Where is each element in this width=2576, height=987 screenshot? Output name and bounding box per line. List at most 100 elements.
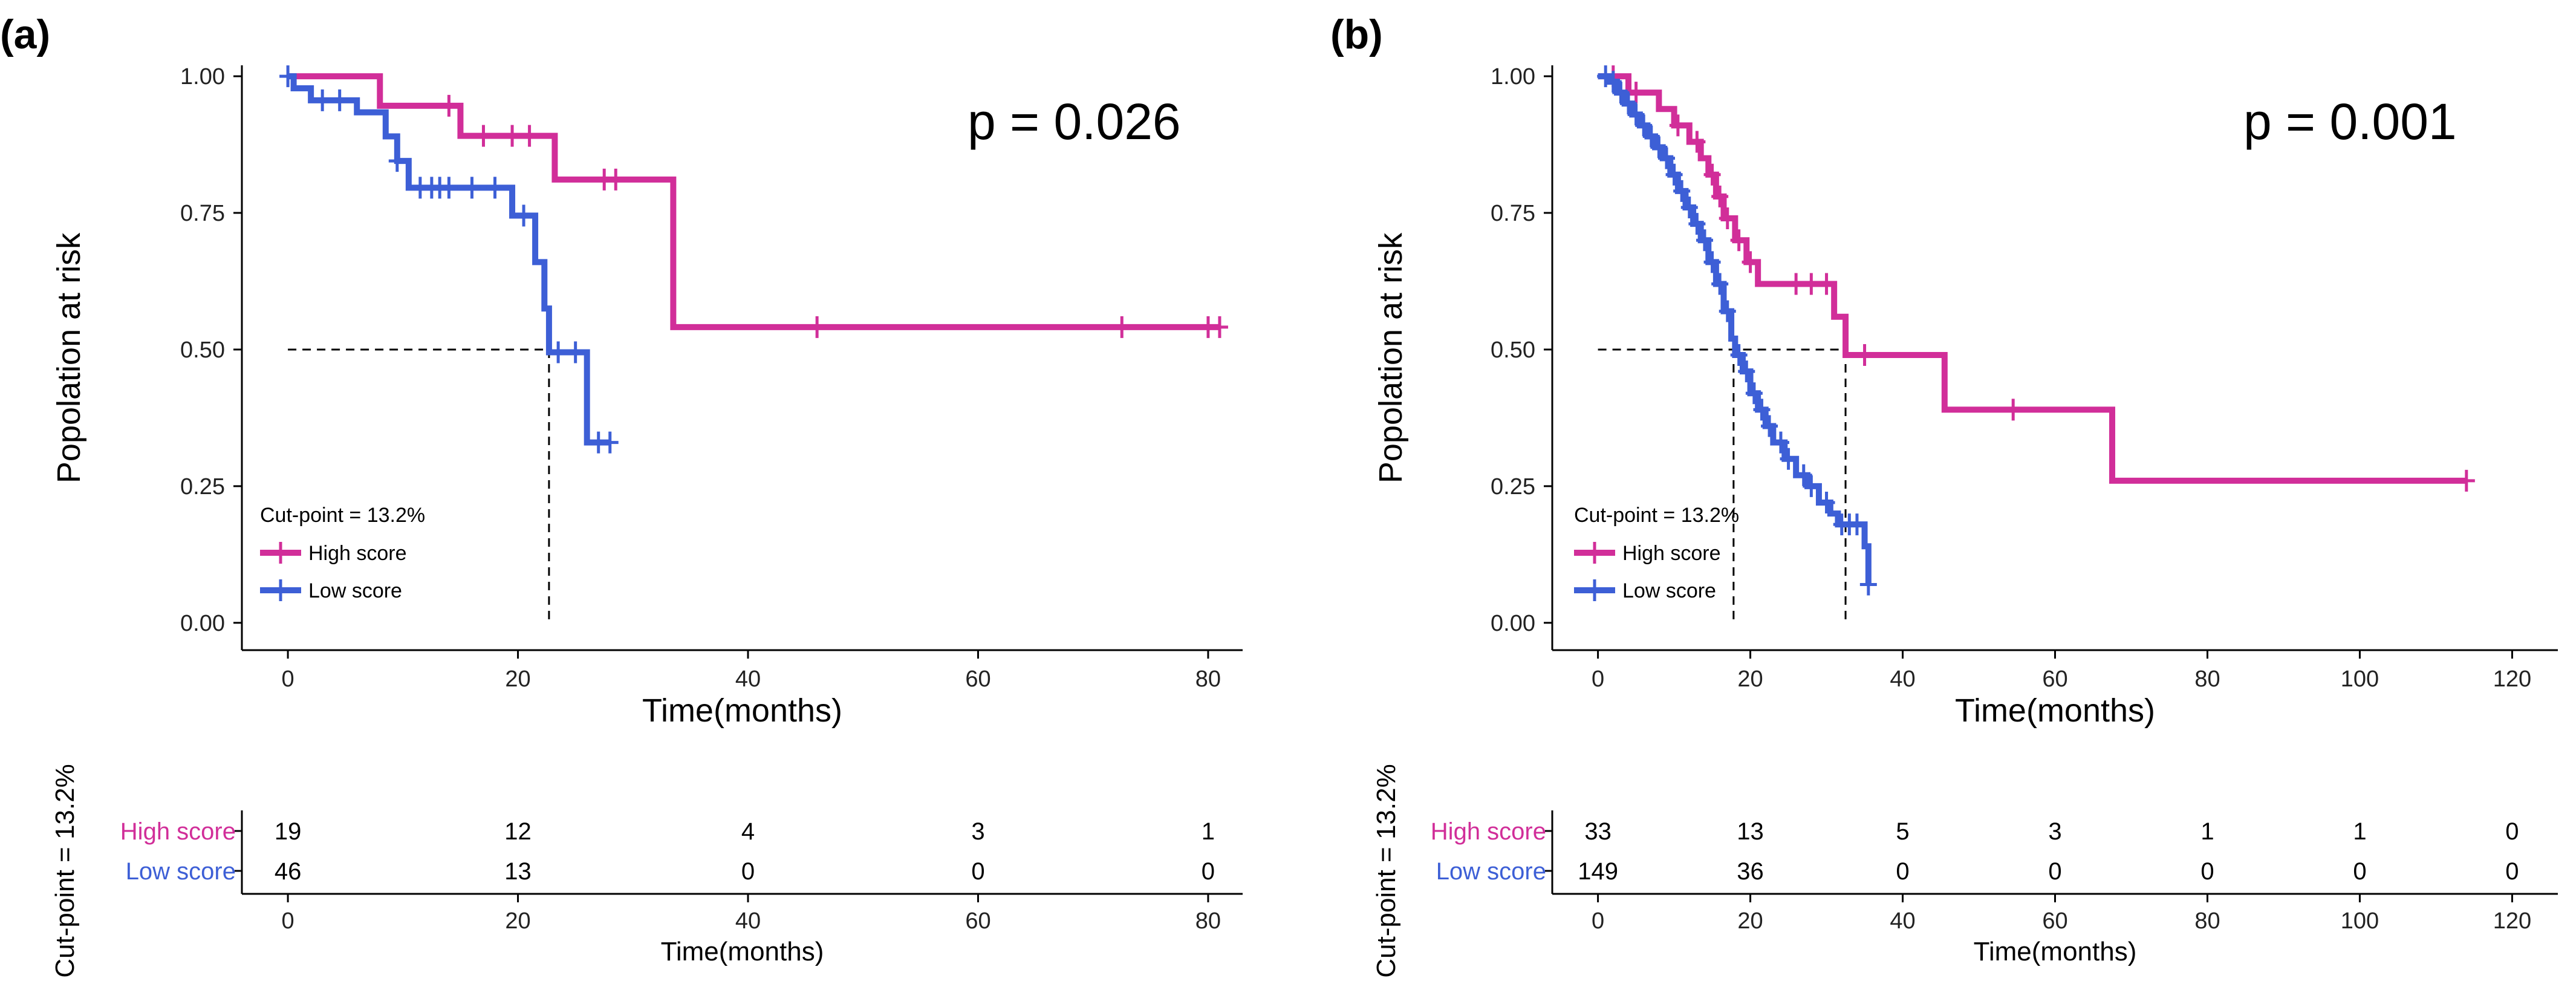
censor-mark	[1619, 93, 1637, 115]
censor-mark	[314, 89, 331, 111]
censor-mark	[1772, 431, 1789, 454]
risk-count: 0	[741, 858, 755, 885]
risk-count: 4	[741, 818, 755, 845]
risk-count: 13	[504, 858, 532, 885]
censor-mark	[1787, 273, 1805, 295]
x-axis-label: Time(months)	[1955, 692, 2155, 729]
censor-mark	[504, 125, 521, 147]
x-tick-label: 100	[2341, 666, 2379, 692]
y-tick-label: 0.75	[1491, 201, 1535, 226]
risk-row-label: Low score	[126, 858, 236, 885]
risk-row-label: High score	[120, 818, 236, 845]
x-tick-label: 40	[1890, 666, 1915, 692]
risk-x-axis-label: Time(months)	[1974, 937, 2137, 966]
censor-mark	[1696, 229, 1713, 252]
series-low-curve	[288, 73, 610, 446]
censor-mark	[515, 204, 533, 227]
risk-count: 1	[1202, 818, 1215, 845]
y-tick-label: 0.00	[1491, 611, 1535, 636]
censor-mark	[279, 65, 297, 88]
censor-mark	[440, 177, 458, 199]
censor-mark	[1669, 114, 1686, 137]
risk-count: 33	[1584, 818, 1612, 845]
p-value: p = 0.026	[968, 93, 1181, 150]
risk-x-tick-label: 120	[2493, 908, 2531, 934]
panel-b: (b)0.000.250.500.751.000 20 40 60 80 100 120Ti…	[1330, 11, 2558, 978]
censor-mark	[550, 341, 567, 363]
censor-mark	[1745, 382, 1763, 405]
risk-count: 12	[504, 818, 532, 845]
risk-count: 0	[1896, 858, 1909, 885]
censor-mark	[1818, 273, 1835, 295]
panel-label: (b)	[1330, 11, 1383, 57]
censor-mark	[1711, 185, 1729, 207]
risk-x-axis-label: Time(months)	[661, 937, 824, 966]
risk-count: 149	[1578, 858, 1618, 885]
risk-x-tick-label: 0	[282, 908, 294, 934]
censor-mark	[1688, 131, 1706, 153]
censor-mark	[388, 150, 406, 172]
censor-mark	[1665, 163, 1683, 186]
x-axis-label: Time(months)	[642, 692, 842, 729]
y-tick-label: 1.00	[180, 64, 225, 90]
risk-count: 46	[275, 858, 302, 885]
censor-mark	[1780, 448, 1797, 470]
panel-a: (a)0.000.250.500.751.000 20 40 60 80Time(mon…	[0, 11, 1243, 978]
risk-count: 0	[2353, 858, 2366, 885]
x-tick-label: 60	[2042, 666, 2067, 692]
censor-mark	[567, 341, 584, 363]
risk-count: 0	[971, 858, 984, 885]
censor-mark	[1113, 316, 1131, 338]
censor-mark	[1795, 464, 1812, 486]
legend-title: Cut-point = 13.2%	[260, 504, 425, 527]
risk-x-tick-label: 20	[505, 908, 530, 934]
series-high-curve	[1598, 73, 2467, 484]
y-tick-label: 0.50	[180, 337, 225, 363]
x-tick-label: 20	[1737, 666, 1763, 692]
y-tick-label: 0.25	[1491, 474, 1535, 500]
legend-label: High score	[308, 542, 407, 565]
panel-label: (a)	[0, 11, 50, 57]
risk-count: 0	[2200, 858, 2214, 885]
x-tick-label: 40	[735, 666, 761, 692]
censor-mark	[1711, 273, 1729, 295]
risk-x-tick-label: 80	[2194, 908, 2220, 934]
censor-mark	[1703, 163, 1721, 186]
x-tick-label: 80	[1195, 666, 1221, 692]
risk-y-axis-label: Cut-point = 13.2%	[50, 764, 80, 977]
censor-mark	[808, 316, 826, 338]
censor-mark	[475, 125, 492, 147]
y-tick-label: 0.75	[180, 201, 225, 226]
risk-count: 13	[1737, 818, 1764, 845]
risk-x-tick-label: 40	[735, 908, 761, 934]
censor-mark	[1680, 196, 1698, 218]
risk-x-tick-label: 60	[965, 908, 990, 934]
censor-mark	[1730, 229, 1748, 252]
censor-mark	[1742, 251, 1759, 273]
censor-mark	[1657, 147, 1675, 169]
x-tick-label: 120	[2493, 666, 2531, 692]
risk-count: 1	[2353, 818, 2366, 845]
censor-mark	[1848, 513, 1865, 536]
risk-row-label: High score	[1431, 818, 1546, 845]
censor-mark	[1719, 207, 1736, 230]
censor-mark	[1612, 82, 1630, 104]
censor-mark	[1803, 475, 1820, 497]
censor-mark	[521, 125, 538, 147]
y-tick-label: 0.25	[180, 474, 225, 500]
x-tick-label: 60	[965, 666, 990, 692]
y-tick-label: 0.50	[1491, 337, 1535, 363]
censor-mark	[1688, 213, 1706, 235]
censor-mark	[440, 94, 458, 117]
p-value: p = 0.001	[2243, 93, 2457, 150]
censor-mark	[1604, 71, 1622, 93]
censor-mark	[463, 177, 481, 199]
censor-mark	[1753, 399, 1771, 421]
x-tick-label: 0	[282, 666, 294, 692]
risk-y-axis-label: Cut-point = 13.2%	[1371, 764, 1401, 977]
risk-count: 0	[2505, 858, 2519, 885]
censor-mark	[1818, 491, 1835, 513]
risk-count: 3	[971, 818, 984, 845]
censor-mark	[1738, 360, 1755, 383]
